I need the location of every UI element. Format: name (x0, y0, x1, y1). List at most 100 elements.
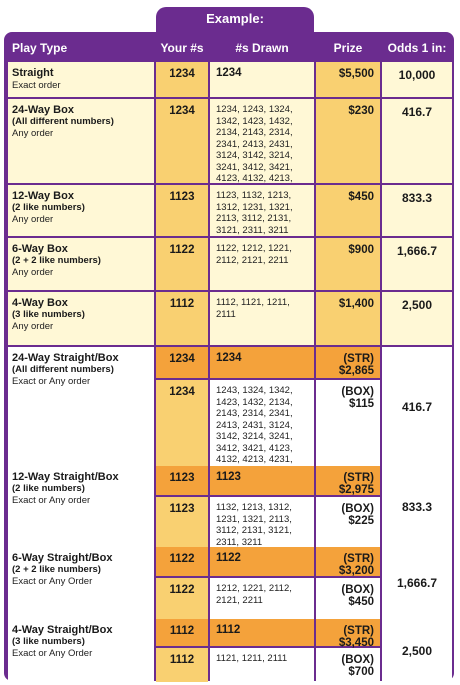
numbers-drawn-cell: 1132, 1213, 1312, 1231, 1321, 2113, 3112… (210, 497, 314, 548)
play-type-name: Straight (12, 67, 54, 79)
numbers-drawn: 1212, 1221, 2112, 2121, 2211 (216, 583, 292, 606)
numbers-drawn: 1123, 1132, 1213, 1312, 1231, 1321, 2113… (216, 190, 293, 236)
play-type-subtitle: (2 like numbers) (12, 483, 85, 494)
your-numbers-cell: 1234 (156, 347, 208, 378)
numbers-drawn-cell: 1112, 1121, 1211, 2111 (210, 292, 314, 345)
prize-cell: (STR) $2,865 (316, 347, 380, 378)
odds-cell: 10,000 (382, 62, 452, 97)
numbers-drawn-cell: 1122, 1212, 1221, 2112, 2121, 2211 (210, 238, 314, 290)
play-type-order: Exact or Any order (12, 376, 91, 387)
header-your-numbers: Your #s (160, 41, 204, 55)
numbers-drawn: 1122 (216, 552, 241, 564)
play-type-cell: 24-Way Straight/Box (All different number… (8, 347, 154, 466)
odds-value: 1,666.7 (396, 576, 438, 590)
play-type-subtitle: (2 like numbers) (12, 202, 85, 213)
your-numbers: 1122 (169, 244, 195, 256)
play-type-order: Exact or Any Order (12, 648, 93, 659)
your-numbers: 1234 (169, 68, 195, 80)
odds-value: 833.3 (401, 499, 433, 514)
prize-cell: $450 (316, 185, 380, 236)
play-type-cell: Straight Exact order (8, 62, 154, 97)
play-type-order: Any order (12, 267, 54, 278)
odds-cell: 416.7 (382, 99, 452, 183)
odds-cell: 833.3 (382, 466, 452, 547)
your-numbers: 1234 (169, 105, 195, 117)
odds-value: 416.7 (401, 399, 433, 414)
prize-cell: (STR) $3,200 (316, 547, 380, 577)
prize-amount: $900 (348, 244, 374, 256)
header-numbers-drawn: #s Drawn (235, 41, 289, 55)
play-type-subtitle: (2 + 2 like numbers) (12, 564, 101, 575)
prize-cell: (STR) $2,975 (316, 466, 380, 496)
play-type-subtitle: (3 like numbers) (12, 309, 85, 320)
prize-cell: $230 (316, 99, 380, 183)
prize-amount: (BOX) $700 (341, 654, 374, 678)
play-type-name: 4-Way Box (12, 297, 68, 309)
numbers-drawn-cell: 1234, 1243, 1324, 1342, 1423, 1432, 2134… (210, 99, 314, 196)
prize-amount: $5,500 (338, 68, 374, 80)
play-type-name: 6-Way Straight/Box (12, 552, 113, 564)
numbers-drawn-cell: 1243, 1324, 1342, 1423, 1432, 2134, 2143… (210, 380, 314, 477)
prize-cell: $1,400 (316, 292, 380, 345)
prize-amount: $1,400 (338, 298, 374, 310)
odds-value: 10,000 (398, 68, 436, 82)
play-type-cell: 6-Way Box (2 + 2 like numbers) Any order (8, 238, 154, 290)
numbers-drawn: 1234 (216, 67, 242, 79)
your-numbers: 1234 (169, 353, 195, 365)
prize-cell: (BOX) $700 (316, 648, 380, 682)
your-numbers-cell: 1234 (156, 380, 208, 466)
your-numbers-cell: 1122 (156, 578, 208, 619)
numbers-drawn: 1132, 1213, 1312, 1231, 1321, 2113, 3112… (216, 502, 292, 548)
your-numbers: 1112 (169, 625, 195, 637)
play-type-subtitle: (All different numbers) (12, 116, 114, 127)
odds-cell: 833.3 (382, 185, 452, 236)
example-tab: Example: (156, 7, 314, 33)
play-type-cell: 4-Way Box (3 like numbers) Any order (8, 292, 154, 345)
play-type-order: Exact order (12, 80, 61, 91)
prize-amount: (STR) $2,865 (338, 353, 374, 377)
numbers-drawn-cell: 1234 (210, 347, 314, 378)
odds-cell: 1,666.7 (382, 547, 452, 619)
your-numbers-cell: 1112 (156, 648, 208, 682)
play-type-cell: 12-Way Box (2 like numbers) Any order (8, 185, 154, 236)
play-type-name: 12-Way Straight/Box (12, 471, 119, 483)
numbers-drawn-cell: 1123 (210, 466, 314, 495)
numbers-drawn-cell: 1123, 1132, 1213, 1312, 1231, 1321, 2113… (210, 185, 314, 236)
numbers-drawn: 1243, 1324, 1342, 1423, 1432, 2134, 2143… (216, 385, 293, 477)
prize-amount: $450 (348, 191, 374, 203)
odds-value: 833.3 (401, 191, 433, 205)
odds-cell: 1,666.7 (382, 238, 452, 290)
header-play-type: Play Type (12, 41, 68, 55)
prize-amount: (BOX) $115 (341, 386, 374, 410)
play-type-cell: 24-Way Box (All different numbers) Any ord… (8, 99, 154, 183)
prize-amount: (STR) $2,975 (338, 472, 374, 496)
your-numbers-cell: 1123 (156, 466, 208, 495)
your-numbers-cell: 1112 (156, 619, 208, 646)
your-numbers: 1112 (169, 654, 195, 666)
odds-value: 416.7 (401, 105, 433, 119)
numbers-drawn: 1234, 1243, 1324, 1342, 1423, 1432, 2134… (216, 104, 293, 196)
odds-value: 1,666.7 (396, 244, 438, 258)
your-numbers: 1123 (169, 472, 195, 484)
your-numbers-cell: 1123 (156, 185, 208, 236)
your-numbers-cell: 1123 (156, 497, 208, 547)
play-type-order: Any order (12, 128, 54, 139)
your-numbers-cell: 1112 (156, 292, 208, 345)
numbers-drawn: 1234 (216, 352, 242, 364)
your-numbers: 1112 (169, 298, 195, 310)
play-type-subtitle: (2 + 2 like numbers) (12, 255, 101, 266)
your-numbers-cell: 1234 (156, 62, 208, 97)
numbers-drawn-cell: 1122 (210, 547, 314, 576)
play-type-order: Exact or Any order (12, 495, 91, 506)
play-type-order: Any order (12, 214, 54, 225)
prize-amount: $230 (348, 105, 374, 117)
prize-amount: (STR) $3,450 (338, 625, 374, 649)
odds-cell: 416.7 (382, 347, 452, 466)
play-type-name: 6-Way Box (12, 243, 68, 255)
prize-cell: $5,500 (316, 62, 380, 97)
play-type-name: 12-Way Box (12, 190, 74, 202)
your-numbers: 1123 (169, 191, 195, 203)
your-numbers: 1122 (169, 584, 195, 596)
numbers-drawn: 1121, 1211, 2111 (216, 653, 288, 664)
